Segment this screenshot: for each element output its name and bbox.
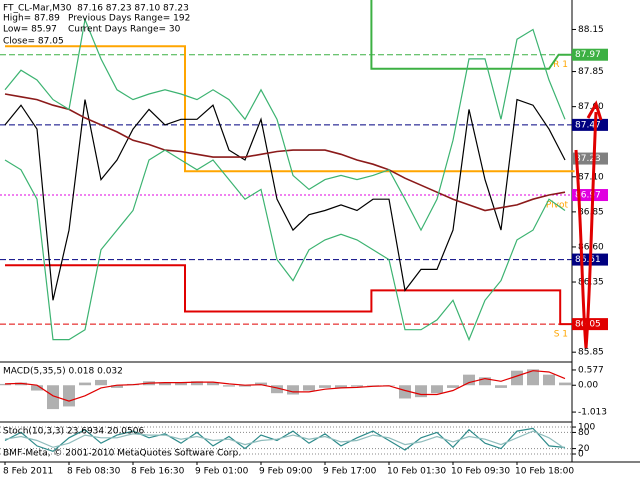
level-box (572, 48, 608, 61)
y-tick-label: 20 (578, 444, 590, 454)
level-box (572, 189, 608, 202)
level-box (572, 118, 608, 131)
panel-title: FT_CL-Mar,M30 87.16 87.23 87.10 87.23 (3, 4, 189, 14)
bar (447, 385, 459, 388)
panel-title: Stoch(10,3,3) 23.6934 20.0506 (3, 427, 144, 437)
bar (239, 385, 251, 387)
bar (63, 385, 75, 407)
bar (479, 377, 491, 386)
arrow-head (586, 100, 603, 121)
x-tick-label: 8 Feb 08:30 (67, 467, 121, 477)
annotation: Close= 87.05 (3, 37, 64, 47)
bar (271, 385, 283, 394)
y-tick-label: 100 (578, 423, 595, 433)
series-line (4, 98, 566, 301)
bar (95, 379, 107, 386)
panel-title: MACD(5,35,5) 0.018 0.032 (3, 367, 123, 377)
annotation: Current Days Range= 30 (68, 25, 181, 35)
level-box (572, 318, 608, 331)
bar (415, 385, 427, 398)
bar (191, 381, 203, 386)
level-name: S 1 (554, 330, 568, 340)
x-tick-label: 10 Feb 18:00 (515, 467, 574, 477)
bar (223, 385, 235, 387)
bar (0, 383, 11, 386)
bar (431, 385, 443, 394)
bar (207, 382, 219, 386)
x-tick-label: 8 Feb 2011 (3, 467, 53, 477)
series-line (4, 370, 566, 402)
bar (543, 374, 555, 386)
y-tick-label: 80 (578, 428, 590, 438)
y-tick-label: 0.577 (578, 365, 604, 375)
y-tick-label: 87.60 (578, 102, 604, 112)
series-line (4, 17, 566, 232)
bar (111, 385, 123, 388)
level-label: 87.23 (575, 154, 601, 164)
series-line (4, 427, 566, 452)
bar (175, 382, 187, 386)
bar (159, 382, 171, 386)
panel-subtitle: BMF-Meta, © 2001-2010 MetaQuotes Softwar… (3, 449, 241, 459)
step-line (370, 0, 575, 70)
bar (463, 374, 475, 386)
y-tick-label: 85.85 (578, 348, 604, 358)
level-label: 87.97 (575, 50, 601, 60)
annotation: High= 87.89 (3, 14, 60, 24)
bar (31, 385, 43, 391)
level-box (572, 152, 608, 165)
bar (255, 382, 267, 386)
bar (287, 385, 299, 395)
x-tick-label: 9 Feb 17:00 (323, 467, 377, 477)
bar (303, 385, 315, 391)
y-tick-label: 87.10 (578, 172, 604, 182)
bar (351, 385, 363, 387)
y-tick-label: -1.013 (578, 408, 607, 418)
bar (319, 385, 331, 388)
bar (511, 370, 523, 386)
x-tick-label: 9 Feb 09:00 (259, 467, 313, 477)
step-line (5, 264, 575, 326)
y-tick-label: 87.85 (578, 67, 604, 77)
bar (559, 382, 571, 386)
series-line (4, 149, 566, 342)
y-tick-label: 0 (578, 449, 584, 459)
x-tick-label: 8 Feb 16:30 (131, 467, 185, 477)
y-tick-label: 88.15 (578, 25, 604, 35)
hand-drawn-arrow (574, 111, 598, 349)
annotation: Low= 85.97 (3, 25, 57, 35)
level-name: R 1 (553, 60, 568, 70)
annotation: Previous Days Range= 192 (68, 14, 190, 24)
series-line (4, 93, 566, 212)
bar (47, 385, 59, 410)
bar (335, 385, 347, 388)
level-label: 87.47 (575, 120, 601, 130)
x-tick-label: 10 Feb 01:30 (387, 467, 446, 477)
bar (495, 385, 507, 388)
x-tick-label: 10 Feb 09:30 (451, 467, 510, 477)
level-label: 86.97 (575, 191, 601, 201)
bar (527, 369, 539, 386)
series-line (4, 430, 566, 450)
x-tick-label: 9 Feb 01:00 (195, 467, 249, 477)
bar (79, 382, 91, 386)
plot-layer: 88.1587.8587.6087.1086.8586.6086.3585.85… (0, 0, 608, 477)
step-line (5, 45, 575, 173)
level-label: 86.51 (575, 255, 601, 265)
bar (399, 385, 411, 399)
y-tick-label: 0.00 (578, 381, 598, 391)
bar (367, 385, 379, 386)
